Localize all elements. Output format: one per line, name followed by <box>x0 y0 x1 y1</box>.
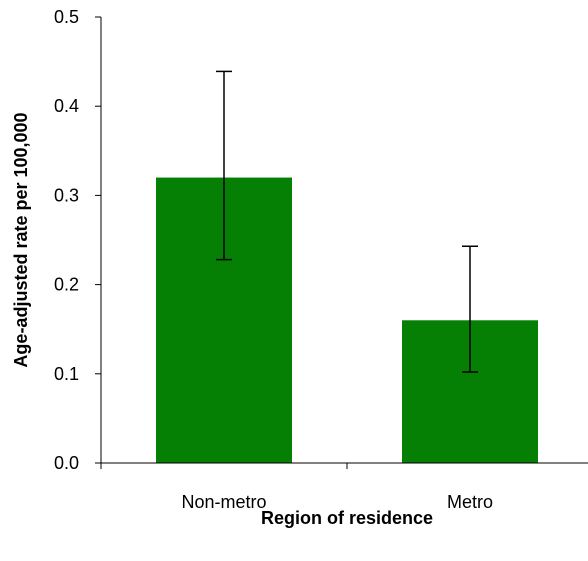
error-bar-non-metro <box>216 70 232 261</box>
y-tick-label: 0.1 <box>54 364 79 384</box>
error-bars-layer <box>216 70 478 373</box>
x-axis-title: Region of residence <box>261 508 433 528</box>
y-tick-label: 0.2 <box>54 275 79 295</box>
y-ticks-layer: 0.0 0.1 0.2 0.3 0.4 0.5 <box>54 7 101 473</box>
y-tick-label: 0.3 <box>54 185 79 205</box>
error-bar-metro <box>462 245 478 373</box>
x-tick-label: Non-metro <box>181 492 266 512</box>
y-tick-label: 0.5 <box>54 7 79 27</box>
y-tick-label: 0.4 <box>54 96 79 116</box>
bars-layer <box>156 177 538 463</box>
y-axis-title: Age-adjusted rate per 100,000 <box>11 112 31 367</box>
x-ticks-layer: Non-metro Metro <box>100 463 493 512</box>
x-tick-label: Metro <box>447 492 493 512</box>
y-tick-label: 0.0 <box>54 453 79 473</box>
